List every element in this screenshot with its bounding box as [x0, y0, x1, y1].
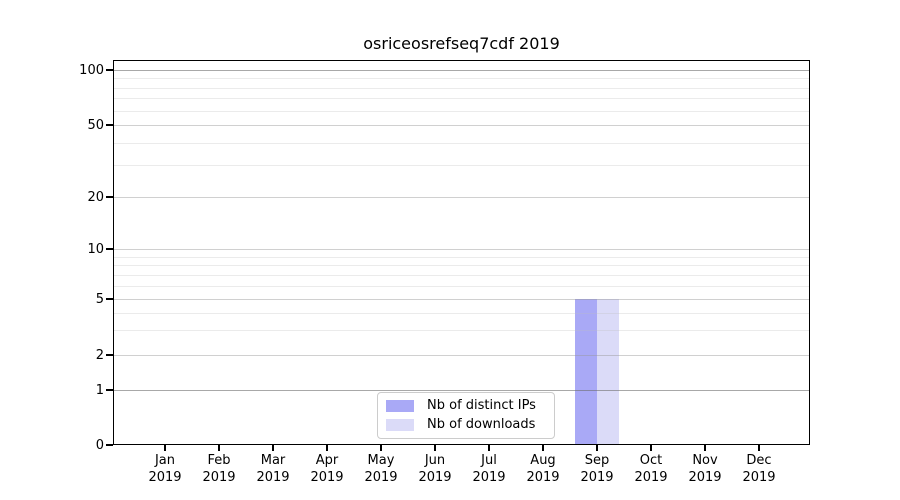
y-tick-mark: [106, 124, 113, 126]
x-tick-mark: [596, 445, 598, 451]
legend-label: Nb of distinct IPs: [427, 398, 536, 413]
y-minor-gridline: [114, 265, 809, 267]
x-tick-mark: [542, 445, 544, 451]
y-major-gridline: [114, 197, 809, 198]
y-minor-gridline: [114, 256, 809, 258]
bar-distinct-ips-8: [575, 299, 597, 444]
bar-downloads-8: [597, 299, 619, 444]
x-tick-label: Sep 2019: [580, 453, 614, 485]
x-tick-label: Feb 2019: [202, 453, 236, 485]
x-tick-mark: [488, 445, 490, 451]
chart-title: osriceosrefseq7cdf 2019: [363, 34, 560, 53]
y-major-gridline: [114, 355, 809, 356]
y-tick-label: 5: [95, 291, 104, 307]
legend-swatch-icon: [386, 400, 414, 412]
x-tick-label: Aug 2019: [526, 453, 560, 485]
y-tick-mark: [106, 298, 113, 300]
y-tick-label: 2: [95, 347, 104, 363]
x-tick-mark: [758, 445, 760, 451]
y-tick-mark: [106, 248, 113, 250]
x-tick-label: Nov 2019: [688, 453, 722, 485]
y-minor-gridline: [114, 285, 809, 287]
y-minor-gridline: [114, 98, 809, 100]
x-tick-mark: [434, 445, 436, 451]
y-minor-gridline: [114, 274, 809, 276]
x-tick-mark: [326, 445, 328, 451]
y-minor-gridline: [114, 312, 809, 314]
plot-border: [113, 60, 810, 445]
y-minor-gridline: [114, 165, 809, 167]
y-minor-gridline: [114, 87, 809, 89]
y-tick-mark: [106, 389, 113, 391]
x-tick-mark: [650, 445, 652, 451]
legend-swatch-icon: [386, 419, 414, 431]
x-tick-mark: [164, 445, 166, 451]
legend-item: Nb of downloads: [386, 418, 545, 432]
y-minor-gridline: [114, 330, 809, 332]
x-tick-mark: [218, 445, 220, 451]
y-tick-mark: [106, 69, 113, 71]
y-tick-label: 20: [87, 189, 104, 205]
y-tick-label: 10: [87, 241, 104, 257]
x-tick-label: Oct 2019: [634, 453, 668, 485]
x-tick-label: Jun 2019: [418, 453, 452, 485]
y-tick-label: 0: [95, 437, 104, 453]
x-tick-label: Mar 2019: [256, 453, 290, 485]
x-tick-label: May 2019: [364, 453, 398, 485]
y-tick-mark: [106, 196, 113, 198]
y-minor-gridline: [114, 110, 809, 112]
legend-item: Nb of distinct IPs: [386, 399, 545, 413]
y-tick-label: 50: [87, 117, 104, 133]
legend-label: Nb of downloads: [427, 417, 536, 432]
y-minor-gridline: [114, 142, 809, 144]
y-minor-gridline: [114, 78, 809, 80]
legend: Nb of distinct IPs Nb of downloads: [377, 392, 555, 439]
y-major-gridline: [114, 125, 809, 126]
x-tick-mark: [272, 445, 274, 451]
x-tick-mark: [704, 445, 706, 451]
y-major-gridline: [114, 70, 809, 71]
y-tick-label: 1: [95, 382, 104, 398]
x-tick-mark: [380, 445, 382, 451]
x-tick-label: Dec 2019: [742, 453, 776, 485]
y-major-gridline: [114, 299, 809, 300]
x-tick-label: Jul 2019: [472, 453, 506, 485]
x-tick-label: Apr 2019: [310, 453, 344, 485]
y-tick-mark: [106, 444, 113, 446]
y-major-gridline: [114, 249, 809, 250]
y-major-gridline: [114, 390, 809, 391]
y-tick-mark: [106, 354, 113, 356]
x-tick-label: Jan 2019: [148, 453, 182, 485]
y-tick-label: 100: [79, 62, 104, 78]
